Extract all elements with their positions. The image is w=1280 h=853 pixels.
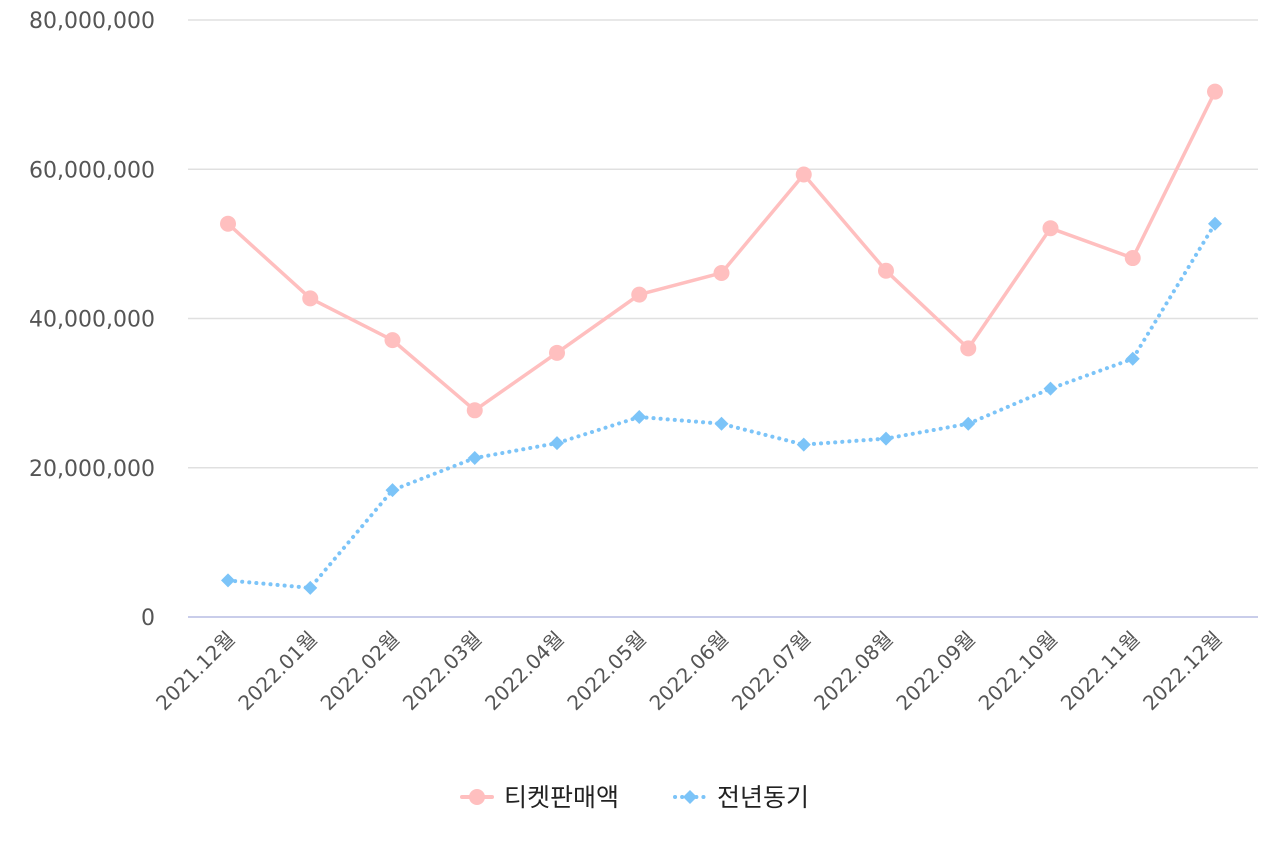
x-tick-label: 2022.03월 bbox=[398, 627, 486, 715]
y-tick-label: 20,000,000 bbox=[29, 457, 155, 482]
legend-label: 전년동기 bbox=[717, 783, 809, 812]
x-tick-label: 2022.04월 bbox=[480, 627, 568, 715]
y-tick-label: 80,000,000 bbox=[29, 9, 155, 34]
y-tick-label: 0 bbox=[141, 606, 155, 631]
x-tick-label: 2022.02월 bbox=[316, 627, 404, 715]
series-group bbox=[220, 83, 1223, 595]
x-tick-label: 2022.09월 bbox=[891, 627, 979, 715]
data-point[interactable] bbox=[1208, 216, 1222, 231]
data-point[interactable] bbox=[960, 340, 977, 357]
data-point[interactable] bbox=[878, 262, 894, 279]
data-point[interactable] bbox=[631, 286, 648, 303]
x-tick-label: 2022.12월 bbox=[1138, 627, 1226, 715]
data-point[interactable] bbox=[632, 410, 647, 425]
data-point[interactable] bbox=[221, 573, 235, 588]
gridlines bbox=[188, 19, 1258, 618]
legend-marker bbox=[469, 789, 485, 805]
data-point[interactable] bbox=[796, 437, 811, 452]
y-tick-label: 40,000,000 bbox=[29, 308, 155, 333]
data-point[interactable] bbox=[303, 580, 318, 595]
x-tick-label: 2022.01월 bbox=[233, 627, 321, 715]
data-point[interactable] bbox=[385, 483, 400, 498]
x-tick-label: 2022.05월 bbox=[562, 627, 650, 715]
legend[interactable]: 티켓판매액 전년동기 bbox=[460, 783, 809, 812]
data-point[interactable] bbox=[1207, 83, 1223, 100]
x-tick-label: 2022.11월 bbox=[1056, 627, 1144, 715]
x-tick-label: 2022.08월 bbox=[809, 627, 897, 715]
series-line bbox=[226, 89, 1217, 413]
y-tick-label: 60,000,000 bbox=[29, 158, 155, 183]
legend-marker bbox=[683, 790, 697, 804]
data-point[interactable] bbox=[549, 344, 565, 361]
data-point[interactable] bbox=[1124, 250, 1141, 267]
legend-item[interactable]: 티켓판매액 bbox=[460, 783, 619, 812]
data-point[interactable] bbox=[1042, 220, 1059, 237]
data-point[interactable] bbox=[466, 402, 483, 419]
data-point[interactable] bbox=[879, 431, 893, 446]
data-point[interactable] bbox=[550, 436, 564, 451]
series-1 bbox=[220, 83, 1223, 419]
data-point[interactable] bbox=[384, 332, 401, 349]
data-point[interactable] bbox=[220, 215, 236, 232]
data-point[interactable] bbox=[795, 166, 812, 183]
x-tick-label: 2022.10월 bbox=[974, 627, 1062, 715]
data-point[interactable] bbox=[1125, 351, 1140, 366]
x-tick-label: 2021.12월 bbox=[151, 627, 239, 715]
series-2 bbox=[221, 216, 1222, 595]
x-axis: 2021.12월2022.01월2022.02월2022.03월2022.04월… bbox=[151, 627, 1226, 715]
data-point[interactable] bbox=[714, 416, 729, 431]
data-point[interactable] bbox=[713, 264, 730, 281]
data-point[interactable] bbox=[961, 416, 976, 431]
legend-label: 티켓판매액 bbox=[504, 783, 619, 812]
x-tick-label: 2022.07월 bbox=[727, 627, 815, 715]
data-point[interactable] bbox=[1043, 381, 1058, 396]
x-tick-label: 2022.06월 bbox=[645, 627, 733, 715]
y-axis: 0 20,000,000 40,000,000 60,000,000 80,000,00… bbox=[29, 9, 155, 631]
data-point[interactable] bbox=[302, 290, 319, 307]
legend-item[interactable]: 전년동기 bbox=[673, 783, 809, 812]
data-point[interactable] bbox=[467, 451, 482, 466]
